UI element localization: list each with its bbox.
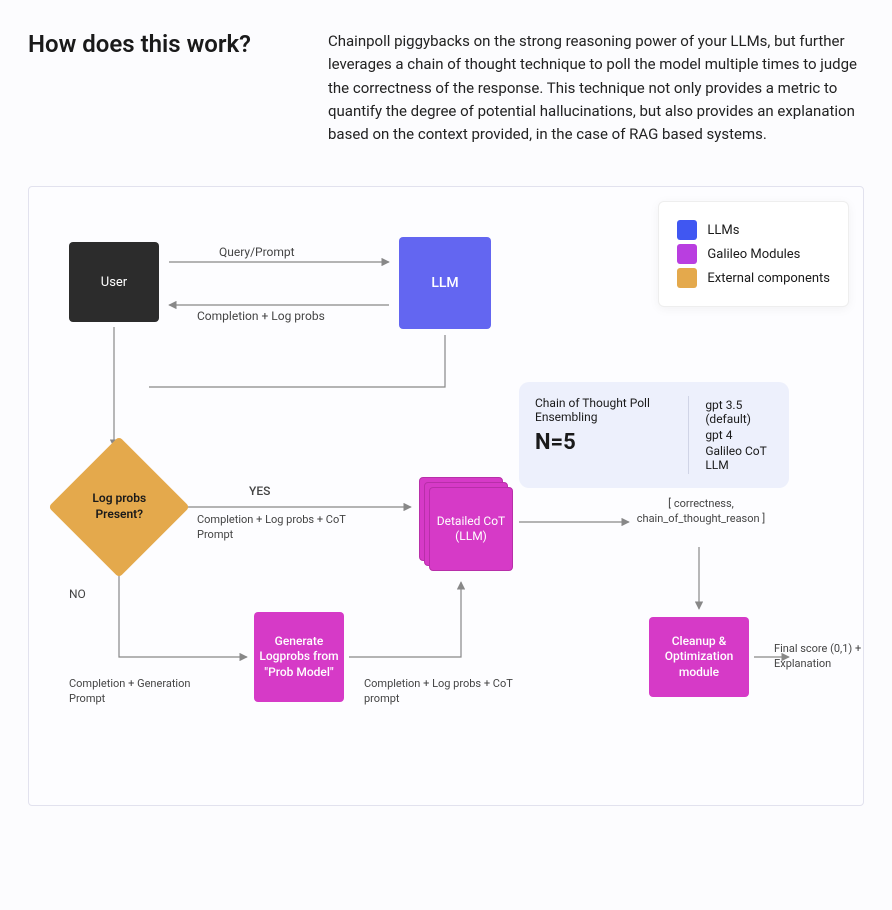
- legend-swatch-llms: [677, 220, 697, 240]
- label-no: NO: [69, 587, 86, 601]
- label-completion-log: Completion + Log probs: [197, 309, 325, 323]
- page-description: Chainpoll piggybacks on the strong reaso…: [328, 30, 864, 146]
- node-generate-logprobs: Generate Logprobs from "Prob Model": [254, 612, 344, 702]
- info-model: Galileo CoT LLM: [705, 444, 773, 472]
- info-title: Chain of Thought Poll Ensembling: [535, 396, 674, 424]
- legend-label: Galileo Modules: [707, 247, 800, 262]
- label-gen-out: Completion + Log probs + CoT prompt: [364, 677, 514, 706]
- legend: LLMs Galileo Modules External components: [658, 201, 849, 307]
- legend-label: LLMs: [707, 223, 739, 238]
- legend-item: LLMs: [677, 220, 830, 240]
- info-model: gpt 3.5 (default): [705, 398, 773, 426]
- diagram-container: LLMs Galileo Modules External components…: [28, 186, 864, 806]
- node-user: User: [69, 242, 159, 322]
- node-llm: LLM: [399, 237, 491, 329]
- label-yes: YES: [249, 484, 270, 498]
- info-model: gpt 4: [705, 428, 773, 442]
- info-panel: Chain of Thought Poll Ensembling N=5 gpt…: [519, 382, 789, 488]
- page-title: How does this work?: [28, 30, 288, 146]
- legend-item: Galileo Modules: [677, 244, 830, 264]
- legend-swatch-modules: [677, 244, 697, 264]
- legend-item: External components: [677, 268, 830, 288]
- node-detailed-cot-label: Detailed CoT (LLM): [429, 487, 513, 571]
- label-yes-sub: Completion + Log probs + CoT Prompt: [197, 513, 367, 542]
- legend-swatch-external: [677, 268, 697, 288]
- node-detailed-cot: Detailed CoT (LLM): [419, 477, 511, 569]
- label-bracket: [ correctness, chain_of_thought_reason ]: [631, 497, 771, 526]
- label-no-sub: Completion + Generation Prompt: [69, 677, 199, 706]
- node-decision-label: Log probs Present?: [73, 492, 165, 523]
- legend-label: External components: [707, 271, 830, 286]
- node-cleanup: Cleanup & Optimization module: [649, 617, 749, 697]
- info-n: N=5: [535, 430, 674, 455]
- label-final: Final score (0,1) + Explanation: [774, 642, 874, 671]
- label-query: Query/Prompt: [219, 245, 295, 259]
